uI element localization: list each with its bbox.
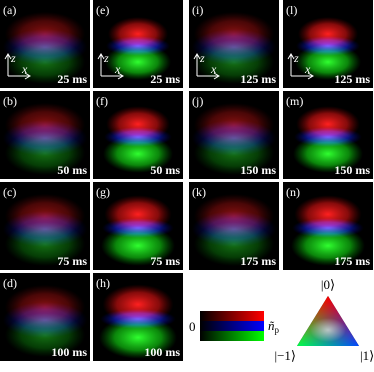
green-cloud bbox=[101, 225, 175, 266]
panel-time: 100 ms bbox=[144, 345, 180, 359]
colorbar-label: ñp bbox=[268, 318, 280, 335]
panel-time: 175 ms bbox=[334, 254, 370, 268]
panel-label: (h) bbox=[96, 276, 110, 290]
panel-label: (a) bbox=[3, 3, 16, 17]
axis-arrows bbox=[97, 53, 124, 80]
legend: 0 ñp |0⟩ |−1⟩ |1⟩ bbox=[189, 277, 374, 363]
panel: (l) 125 ms zx bbox=[283, 0, 373, 88]
axis-horizontal: x bbox=[304, 62, 311, 76]
green-cloud bbox=[103, 134, 173, 173]
panel: (i) 125 ms zx bbox=[189, 0, 279, 88]
axis-vertical: z bbox=[199, 51, 205, 65]
panel: (c) 75 ms bbox=[0, 182, 90, 270]
symbol: ñ bbox=[268, 318, 275, 333]
panel-label: (k) bbox=[192, 185, 206, 199]
panel-time: 100 ms bbox=[51, 345, 87, 359]
panel-label: (l) bbox=[286, 3, 297, 17]
panel: (h) 100 ms bbox=[93, 273, 183, 361]
axis-arrows bbox=[4, 53, 31, 80]
panel: (j) 150 ms bbox=[189, 91, 279, 179]
green-cloud bbox=[5, 131, 85, 175]
axis-arrows bbox=[193, 53, 220, 80]
axis-vertical: z bbox=[293, 51, 299, 65]
axis-horizontal: x bbox=[114, 62, 121, 76]
axis-arrows bbox=[287, 53, 314, 80]
panel-label: (e) bbox=[96, 3, 109, 17]
panel-time: 150 ms bbox=[240, 163, 276, 177]
panel-label: (n) bbox=[286, 185, 300, 199]
panel: (n) 175 ms bbox=[283, 182, 373, 270]
green-cloud bbox=[194, 131, 274, 175]
panel-label: (c) bbox=[3, 185, 16, 199]
axis-horizontal: x bbox=[210, 62, 217, 76]
panel: (e) 25 ms zx bbox=[93, 0, 183, 88]
green-cloud bbox=[5, 222, 85, 266]
colorbar-red bbox=[200, 311, 264, 321]
panel-label: (b) bbox=[3, 94, 17, 108]
panel-label: (i) bbox=[192, 3, 203, 17]
panel-time: 75 ms bbox=[150, 254, 180, 268]
panel-label: (d) bbox=[3, 276, 17, 290]
green-cloud bbox=[105, 44, 171, 80]
panel-time: 25 ms bbox=[57, 72, 87, 86]
panel: (f) 50 ms bbox=[93, 91, 183, 179]
panel-label: (f) bbox=[96, 94, 108, 108]
triangle bbox=[297, 296, 359, 346]
axis-vertical: z bbox=[10, 51, 16, 65]
triangle-top: |0⟩ bbox=[321, 277, 335, 292]
triangle-left: |−1⟩ bbox=[274, 348, 296, 363]
panel-time: 75 ms bbox=[57, 254, 87, 268]
colorbar-blue bbox=[200, 321, 264, 331]
panel: (g) 75 ms bbox=[93, 182, 183, 270]
axis-horizontal: x bbox=[21, 62, 28, 76]
panel: (b) 50 ms bbox=[0, 91, 90, 179]
panel-time: 25 ms bbox=[150, 72, 180, 86]
panel-time: 175 ms bbox=[240, 254, 276, 268]
panel-time: 150 ms bbox=[334, 163, 370, 177]
colorbar-zero: 0 bbox=[189, 319, 196, 334]
panel-time: 125 ms bbox=[240, 72, 276, 86]
panel-time: 50 ms bbox=[150, 163, 180, 177]
subscript: p bbox=[275, 325, 280, 335]
green-cloud bbox=[293, 134, 363, 173]
panel-time: 50 ms bbox=[57, 163, 87, 177]
axis-vertical: z bbox=[103, 51, 109, 65]
panel: (k) 175 ms bbox=[189, 182, 279, 270]
panel: (d) 100 ms bbox=[0, 273, 90, 361]
green-cloud bbox=[99, 316, 177, 359]
green-cloud bbox=[194, 222, 274, 266]
panel: (a) 25 ms zx bbox=[0, 0, 90, 88]
green-cloud bbox=[295, 44, 361, 80]
green-cloud bbox=[5, 313, 85, 357]
colorbar-green bbox=[200, 331, 264, 341]
green-cloud bbox=[291, 225, 365, 266]
triangle-right: |1⟩ bbox=[360, 348, 374, 363]
panel: (m) 150 ms bbox=[283, 91, 373, 179]
panel-time: 125 ms bbox=[334, 72, 370, 86]
panel-label: (j) bbox=[192, 94, 203, 108]
panel-label: (m) bbox=[286, 94, 303, 108]
panel-label: (g) bbox=[96, 185, 110, 199]
triangle-white bbox=[310, 318, 346, 342]
